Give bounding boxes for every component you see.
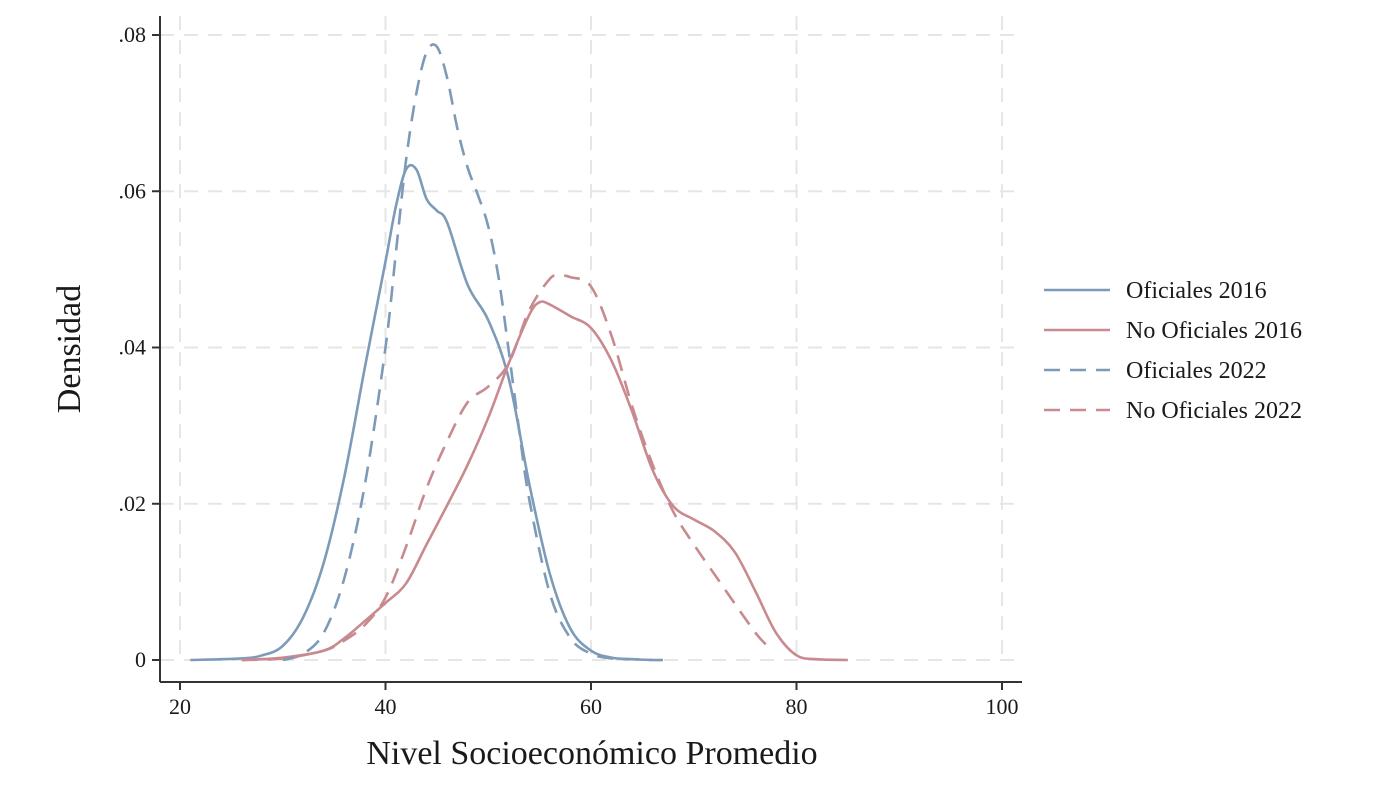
y-tick-label: .02 — [119, 491, 147, 516]
x-tick-label: 80 — [786, 694, 808, 719]
series-line-no-oficiales-2022 — [241, 273, 767, 662]
x-tick-label: 60 — [580, 694, 602, 719]
y-axis-title: Densidad — [51, 285, 88, 413]
legend-item-oficiales-2016: Oficiales 2016 — [1044, 278, 1267, 304]
legend-label: No Oficiales 2016 — [1126, 318, 1302, 344]
x-axis-title: Nivel Socioeconómico Promedio — [366, 735, 817, 772]
y-axis-ticks: 0 .02 .04 .06 .08 — [119, 22, 160, 672]
legend-item-no-oficiales-2016: No Oficiales 2016 — [1044, 318, 1302, 344]
legend-label: Oficiales 2016 — [1126, 278, 1267, 304]
x-axis-ticks: 20 40 60 80 100 — [169, 682, 1019, 719]
y-tick-label: .04 — [119, 335, 147, 360]
legend-label: Oficiales 2022 — [1126, 358, 1267, 384]
x-tick-label: 20 — [169, 694, 191, 719]
x-tick-label: 100 — [986, 694, 1019, 719]
legend: Oficiales 2016 No Oficiales 2016 Oficiales… — [1044, 278, 1302, 424]
legend-label: No Oficiales 2022 — [1126, 398, 1302, 424]
y-tick-label: .08 — [119, 22, 147, 47]
grid — [160, 16, 1022, 662]
series-line-oficiales-2022 — [282, 43, 663, 662]
legend-item-oficiales-2022: Oficiales 2022 — [1044, 358, 1267, 384]
legend-item-no-oficiales-2022: No Oficiales 2022 — [1044, 398, 1302, 424]
plot-area — [190, 43, 848, 662]
series-line-no-oficiales-2016 — [241, 300, 848, 662]
series-line-oficiales-2016 — [190, 163, 653, 662]
y-tick-label: 0 — [135, 647, 146, 672]
y-tick-label: .06 — [119, 178, 147, 203]
x-tick-label: 40 — [375, 694, 397, 719]
